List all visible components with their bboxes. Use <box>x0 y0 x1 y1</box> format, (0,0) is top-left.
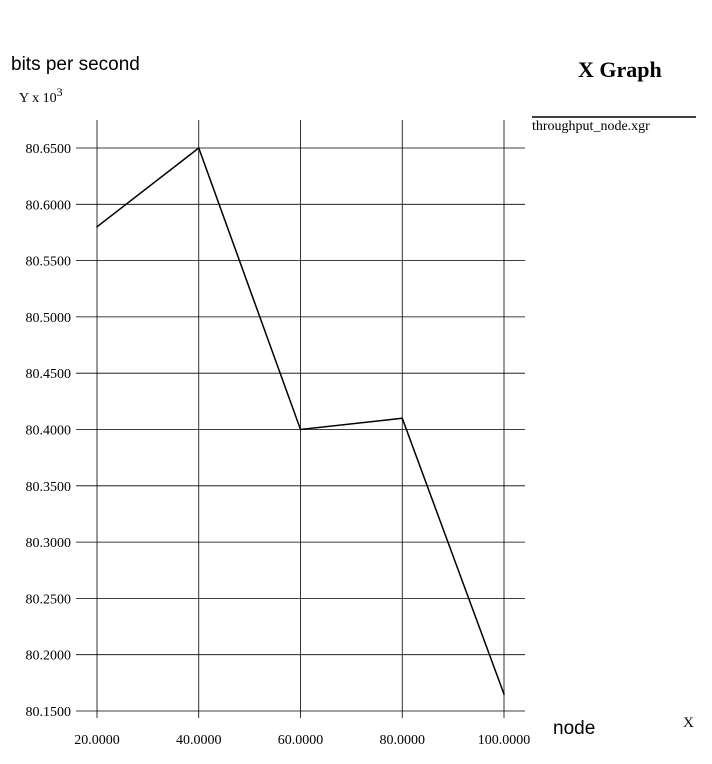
data-point <box>401 417 404 420</box>
chart-title: X Graph <box>578 57 662 82</box>
data-point <box>299 428 302 431</box>
y-tick-label: 80.5500 <box>26 255 72 270</box>
x-tick-label: 20.0000 <box>74 733 120 748</box>
y-tick-label: 80.2500 <box>26 592 72 607</box>
y-tick-label: 80.2000 <box>26 649 72 664</box>
tick-labels: 80.1500 80.2000 80.2500 80.3000 80.3500 80.40… <box>26 142 531 748</box>
x-scale-label: X <box>683 715 694 731</box>
y-tick-label: 80.4000 <box>26 424 72 439</box>
x-tick-label: 60.0000 <box>278 733 324 748</box>
y-tick-label: 80.4500 <box>26 367 72 382</box>
y-tick-label: 80.1500 <box>26 705 72 720</box>
y-tick-label: 80.3000 <box>26 536 72 551</box>
x-tick-label: 100.0000 <box>478 733 531 748</box>
y-tick-label: 80.5000 <box>26 311 72 326</box>
data-point <box>96 226 98 228</box>
legend-entry: throughput_node.xgr <box>532 119 650 134</box>
grid-lines <box>76 120 525 718</box>
y-scale-prefix: Y x 10 <box>19 91 57 106</box>
y-tick-label: 80.6000 <box>26 198 72 213</box>
data-point <box>503 693 505 695</box>
y-tick-label: 80.3500 <box>26 480 72 495</box>
series-group <box>96 146 505 695</box>
y-scale-exponent: 3 <box>57 85 63 99</box>
x-tick-label: 40.0000 <box>176 733 222 748</box>
data-point <box>197 147 200 149</box>
y-scale-label: Y x 103 <box>19 85 63 106</box>
y-axis-label: bits per second <box>11 54 140 75</box>
x-axis-label: node <box>553 718 595 739</box>
x-tick-label: 80.0000 <box>380 733 426 748</box>
y-tick-label: 80.6500 <box>26 142 72 157</box>
